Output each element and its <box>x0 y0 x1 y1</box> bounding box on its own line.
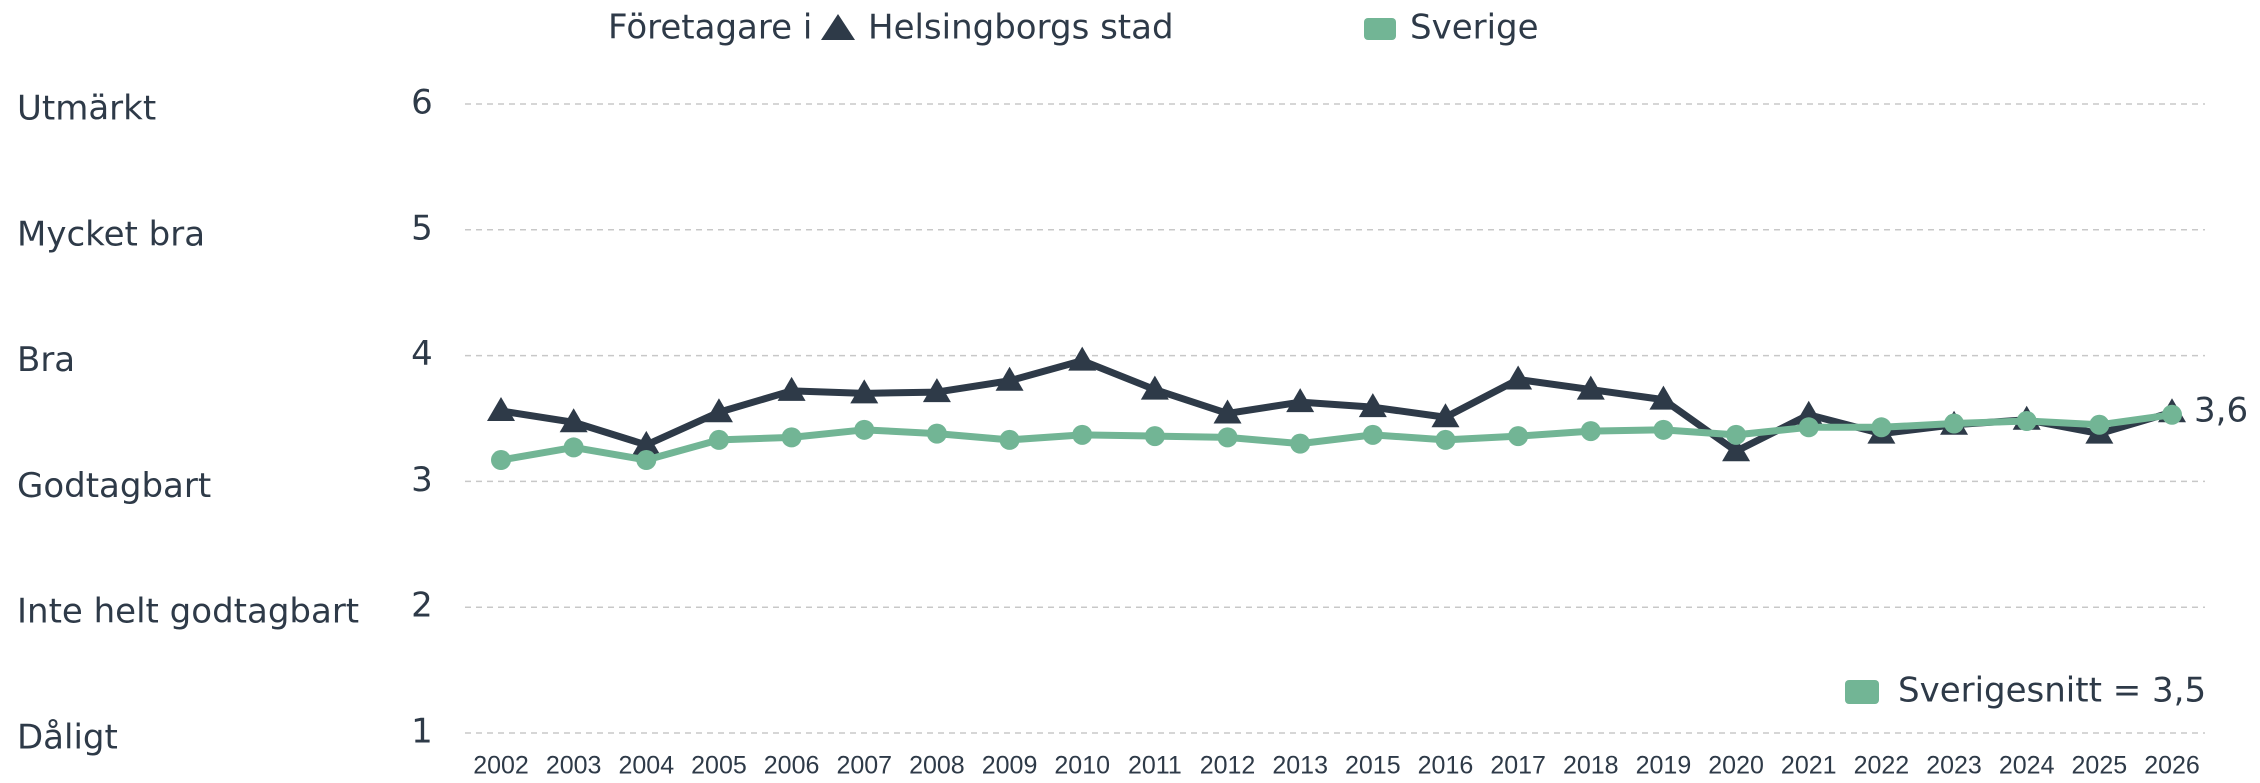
y-tick-label: 2 <box>411 586 433 626</box>
point <box>1072 424 1093 445</box>
point <box>559 408 588 433</box>
y-tick-label: 3 <box>411 460 433 500</box>
point <box>1871 417 1892 438</box>
point <box>995 366 1024 391</box>
x-tick-label: 2005 <box>691 752 747 779</box>
x-tick-label: 2006 <box>764 752 820 779</box>
point <box>708 429 729 450</box>
legend-marker <box>1364 18 1396 40</box>
point <box>1649 385 1678 410</box>
legend-label: Helsingborgs stad <box>868 8 1174 48</box>
point <box>1580 421 1601 442</box>
legend-label: Sverige <box>1410 8 1539 48</box>
point <box>1144 426 1165 447</box>
point <box>1653 419 1674 440</box>
x-tick-label: 2024 <box>1999 752 2055 779</box>
point <box>1358 393 1387 418</box>
point <box>2016 411 2037 432</box>
point <box>1213 399 1242 424</box>
point <box>632 430 661 455</box>
y-level-label: Godtagbart <box>17 466 211 506</box>
x-tick-label: 2019 <box>1636 752 1692 779</box>
y-tick-label: 5 <box>411 208 433 248</box>
x-tick-label: 2018 <box>1563 752 1619 779</box>
y-tick-label: 6 <box>411 83 433 123</box>
x-tick-label: 2013 <box>1272 752 1328 779</box>
point <box>704 398 733 423</box>
point <box>2162 404 2182 425</box>
point <box>1140 375 1169 400</box>
x-tick-label: 2004 <box>618 752 674 779</box>
x-tick-label: 2012 <box>1200 752 1256 779</box>
point <box>1362 424 1383 445</box>
point <box>1431 403 1460 428</box>
x-tick-label: 2020 <box>1708 752 1764 779</box>
point <box>1504 365 1533 390</box>
point <box>777 376 806 401</box>
x-tick-label: 2025 <box>2072 752 2128 779</box>
x-tick-label: 2015 <box>1345 752 1401 779</box>
x-tick-label: 2017 <box>1490 752 1546 779</box>
point <box>1944 413 1965 434</box>
legend-marker <box>821 14 855 40</box>
point <box>926 423 947 444</box>
point <box>850 379 879 404</box>
y-level-label: Utmärkt <box>17 89 156 129</box>
point <box>854 419 875 440</box>
x-tick-label: 2022 <box>1854 752 1910 779</box>
series-line <box>500 411 2173 464</box>
point <box>563 437 584 458</box>
point <box>1286 388 1315 413</box>
y-level-label: Dåligt <box>17 718 118 758</box>
value-label: 3,6 <box>2194 391 2248 431</box>
y-level-label: Inte helt godtagbart <box>17 592 359 632</box>
point <box>1726 424 1747 445</box>
point <box>1576 375 1605 400</box>
x-tick-label: 2002 <box>473 752 529 779</box>
point <box>1217 427 1238 448</box>
x-tick-label: 2023 <box>1926 752 1982 779</box>
x-tick-label: 2009 <box>982 752 1038 779</box>
series-line <box>500 357 2173 455</box>
annotation-marker <box>1845 680 1879 704</box>
point <box>491 450 511 471</box>
x-tick-label: 2026 <box>2144 752 2200 779</box>
point <box>1508 426 1529 447</box>
point <box>1722 437 1751 462</box>
y-level-label: Bra <box>17 340 75 380</box>
legend-prefix: Företagare i <box>608 8 812 48</box>
x-tick-label: 2021 <box>1781 752 1837 779</box>
point <box>2089 414 2110 435</box>
x-tick-label: 2007 <box>836 752 892 779</box>
y-tick-label: 4 <box>411 334 433 374</box>
point <box>1435 429 1456 450</box>
x-tick-label: 2008 <box>909 752 965 779</box>
point <box>922 378 951 403</box>
y-level-label: Mycket bra <box>17 214 205 254</box>
y-tick-label: 1 <box>411 712 433 752</box>
point <box>781 427 802 448</box>
point <box>1794 400 1823 425</box>
annotation: Sverigesnitt = 3,5 <box>1898 671 2206 711</box>
point <box>1798 417 1819 438</box>
x-tick-label: 2016 <box>1418 752 1474 779</box>
x-tick-label: 2011 <box>1128 752 1182 779</box>
point <box>636 450 657 471</box>
x-tick-label: 2003 <box>546 752 602 779</box>
x-tick-label: 2010 <box>1054 752 1110 779</box>
point <box>999 429 1020 450</box>
point <box>1290 433 1311 454</box>
point <box>1068 346 1097 371</box>
point <box>487 396 515 421</box>
